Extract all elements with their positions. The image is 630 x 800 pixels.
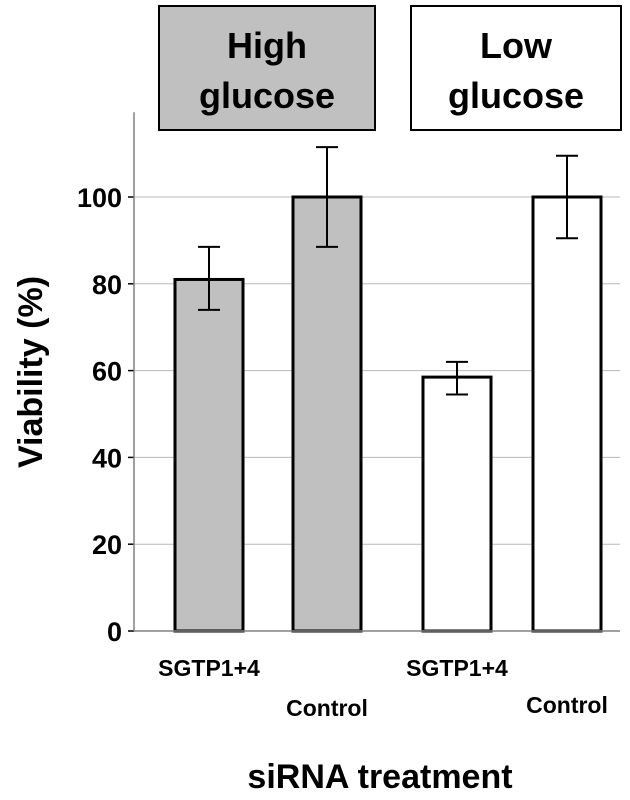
- y-tick-label-60: 60: [92, 357, 122, 387]
- group-labels: High glucose Low glucose: [158, 5, 622, 131]
- group-label-1-line-1: High: [227, 25, 307, 66]
- y-axis-label: Viability (%): [12, 276, 50, 468]
- group-label-2-line-2: glucose: [448, 75, 584, 116]
- y-tick-label-20: 20: [92, 530, 122, 560]
- x-axis-label: siRNA treatment: [247, 758, 512, 796]
- error-bars: [198, 146, 578, 396]
- category-label-3: SGTP1+4: [406, 655, 508, 681]
- category-label-2: Control: [286, 695, 368, 721]
- category-label-1: SGTP1+4: [158, 655, 260, 681]
- y-tick-label-0: 0: [107, 617, 122, 647]
- category-labels: SGTP1+4 Control SGTP1+4 Control: [158, 655, 608, 721]
- bar-3: [421, 375, 493, 633]
- bars: [173, 195, 603, 633]
- bar-4: [531, 195, 603, 633]
- group-box-2: [410, 5, 622, 131]
- group-label-2-line-1: Low: [480, 25, 553, 66]
- y-tick-label-40: 40: [92, 443, 122, 473]
- y-axis-ticks: 0 20 40 60 80 100: [77, 183, 134, 647]
- group-label-1-line-2: glucose: [199, 75, 335, 116]
- category-label-4: Control: [526, 692, 608, 718]
- bar-1: [173, 277, 245, 633]
- y-tick-label-100: 100: [77, 183, 122, 213]
- group-box-1: [158, 5, 376, 131]
- y-tick-label-80: 80: [92, 270, 122, 300]
- bar-2: [291, 195, 363, 633]
